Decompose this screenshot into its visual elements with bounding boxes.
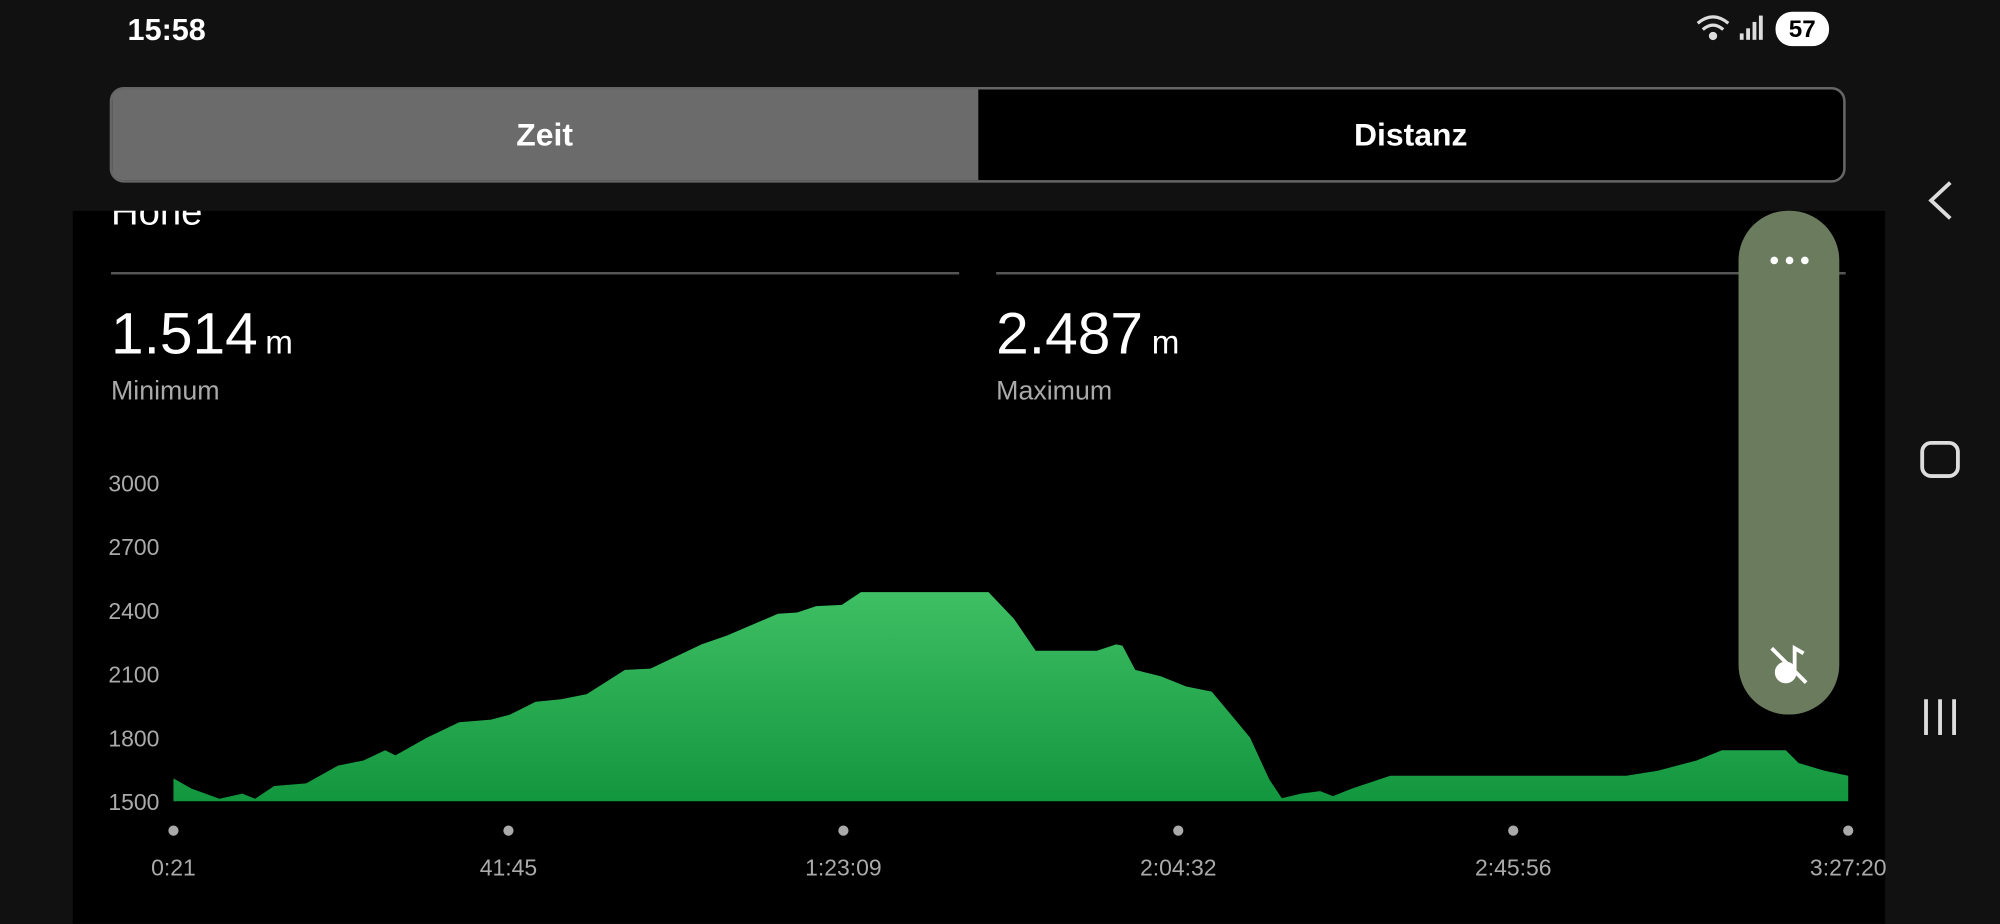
signal-icon (1739, 15, 1763, 40)
y-tick-label: 2100 (108, 662, 159, 688)
tab[interactable]: Distanz (1354, 117, 1467, 153)
status-time: 15:58 (128, 13, 206, 47)
stat-unit: m (1152, 325, 1180, 362)
tab-selected-bg (112, 89, 979, 181)
x-tick-mark (168, 825, 179, 836)
y-tick-label: 2400 (108, 598, 159, 624)
x-tick-label: 1:23:09 (805, 854, 882, 880)
battery-level: 57 (1789, 16, 1816, 43)
y-tick-label: 1800 (108, 725, 159, 751)
stat-value: 1.514 (111, 302, 258, 367)
y-tick-label: 3000 (108, 470, 159, 496)
tab[interactable]: Zeit (516, 117, 573, 153)
x-tick-label: 2:04:32 (1140, 854, 1217, 880)
y-tick-label: 1500 (108, 789, 159, 815)
x-tick-label: 2:45:56 (1475, 854, 1552, 880)
stat-unit: m (265, 325, 293, 362)
content-panel (72, 210, 1886, 924)
nav-recents[interactable] (1924, 699, 1956, 735)
x-tick-mark (838, 825, 849, 836)
x-tick-label: 0:21 (151, 854, 196, 880)
x-tick-mark (503, 825, 514, 836)
stat-label: Minimum (111, 376, 220, 406)
battery (1775, 11, 1830, 47)
stat-value: 2.487 (996, 302, 1143, 367)
x-tick-label: 41:45 (480, 854, 537, 880)
more-button[interactable] (1770, 256, 1809, 265)
chart: 1500 1800 2100 2400 2700 3000 0:21 41:45 1:23:09… (108, 470, 1886, 880)
x-tick-mark (1508, 825, 1519, 836)
floating-panel (1738, 210, 1840, 715)
x-tick-label: 3:27:20 (1810, 854, 1887, 880)
x-tick-mark (1173, 825, 1184, 836)
wifi-icon (1696, 15, 1730, 41)
x-tick-mark (1843, 825, 1854, 836)
nav-home[interactable] (1920, 440, 1960, 478)
elevation-area (173, 592, 1849, 802)
y-tick-label: 2700 (108, 534, 159, 560)
nav-back[interactable] (1928, 181, 1952, 220)
mute-button[interactable] (1770, 644, 1808, 685)
stat-label: Maximum (996, 376, 1112, 406)
